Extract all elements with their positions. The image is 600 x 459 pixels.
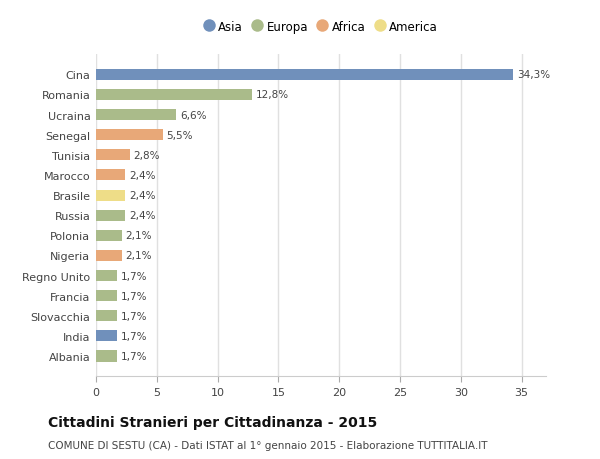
Bar xyxy=(96,170,125,181)
Text: 2,8%: 2,8% xyxy=(134,151,160,161)
Text: 2,4%: 2,4% xyxy=(129,211,155,221)
Bar xyxy=(96,270,116,281)
Bar xyxy=(96,230,122,241)
Text: 12,8%: 12,8% xyxy=(256,90,289,100)
Text: 6,6%: 6,6% xyxy=(180,110,206,120)
Legend: Asia, Europa, Africa, America: Asia, Europa, Africa, America xyxy=(199,16,443,39)
Bar xyxy=(96,330,116,341)
Text: 2,4%: 2,4% xyxy=(129,171,155,180)
Text: 2,4%: 2,4% xyxy=(129,190,155,201)
Text: 1,7%: 1,7% xyxy=(121,291,147,301)
Bar xyxy=(96,130,163,141)
Bar xyxy=(96,110,176,121)
Bar xyxy=(96,90,251,101)
Text: 1,7%: 1,7% xyxy=(121,271,147,281)
Bar xyxy=(96,351,116,362)
Text: COMUNE DI SESTU (CA) - Dati ISTAT al 1° gennaio 2015 - Elaborazione TUTTITALIA.I: COMUNE DI SESTU (CA) - Dati ISTAT al 1° … xyxy=(48,440,487,450)
Bar xyxy=(96,210,125,221)
Bar xyxy=(96,311,116,322)
Text: 5,5%: 5,5% xyxy=(167,130,193,140)
Text: 1,7%: 1,7% xyxy=(121,351,147,361)
Text: 2,1%: 2,1% xyxy=(125,251,152,261)
Bar xyxy=(96,190,125,201)
Text: Cittadini Stranieri per Cittadinanza - 2015: Cittadini Stranieri per Cittadinanza - 2… xyxy=(48,415,377,429)
Text: 1,7%: 1,7% xyxy=(121,311,147,321)
Bar xyxy=(96,150,130,161)
Bar xyxy=(96,250,122,262)
Text: 1,7%: 1,7% xyxy=(121,331,147,341)
Bar xyxy=(96,291,116,302)
Text: 34,3%: 34,3% xyxy=(517,70,550,80)
Text: 2,1%: 2,1% xyxy=(125,231,152,241)
Bar xyxy=(96,70,513,81)
